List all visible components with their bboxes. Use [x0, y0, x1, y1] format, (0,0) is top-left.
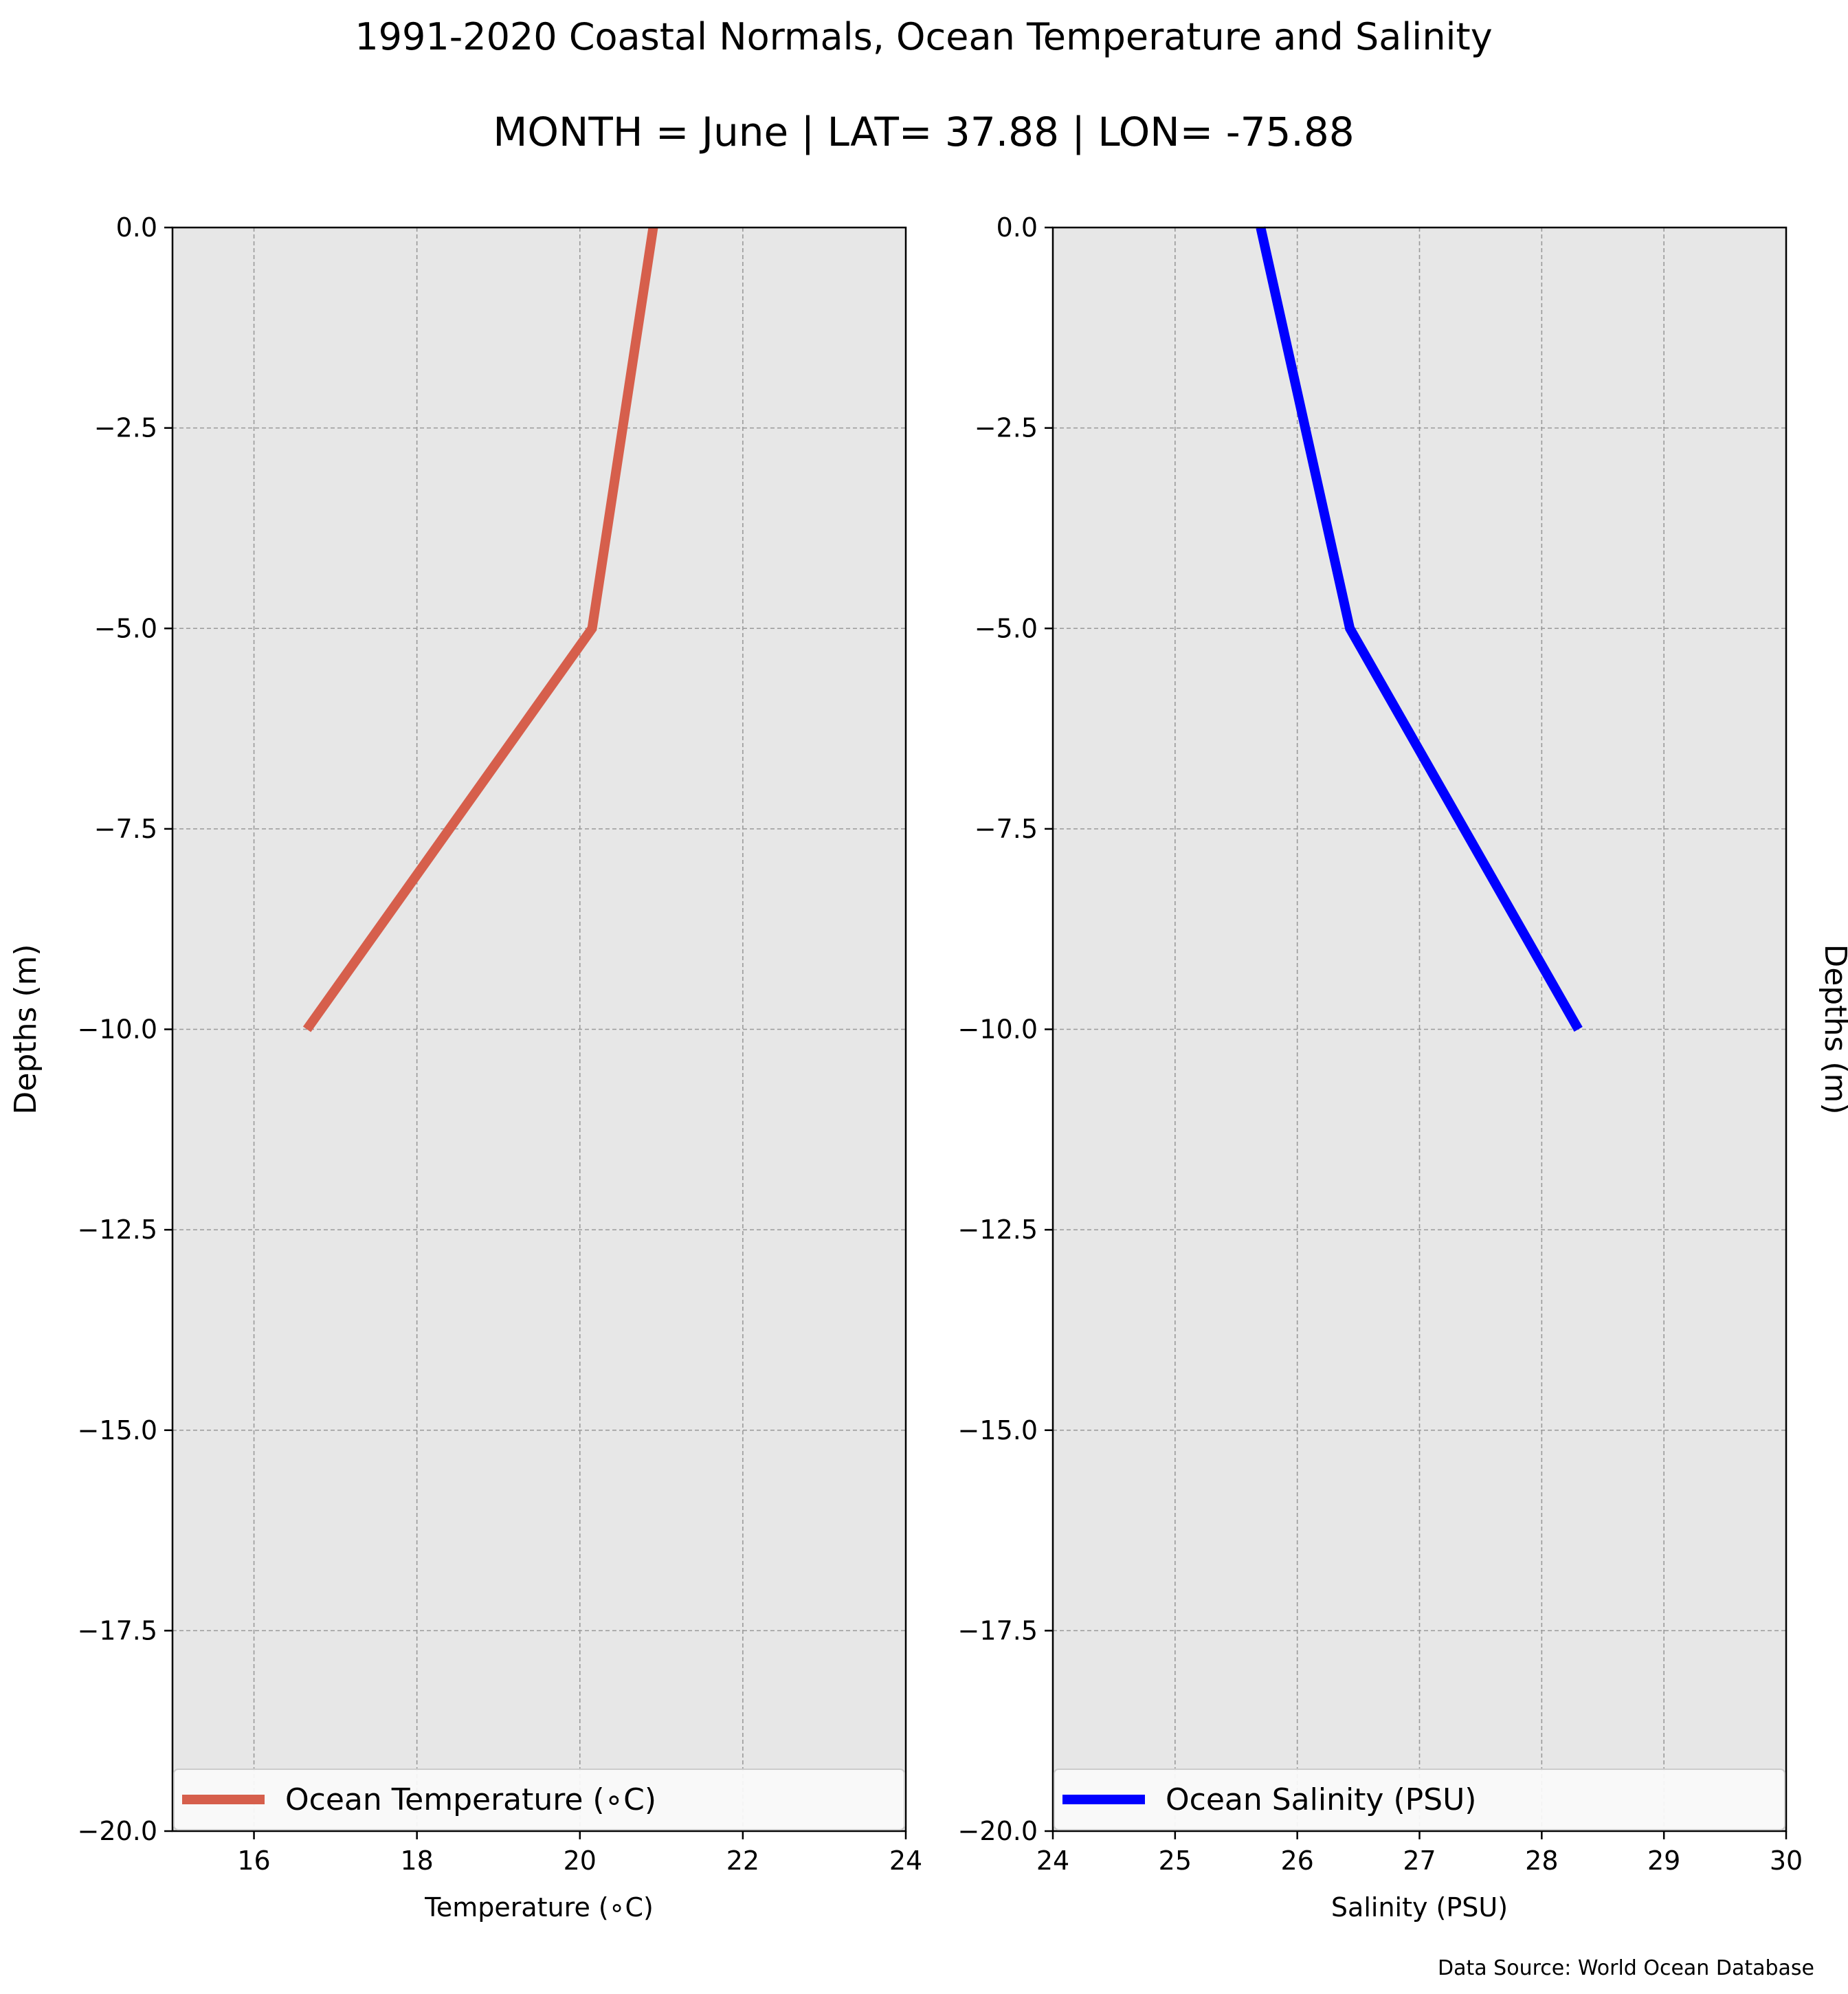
- temperature-x-tick-label: 20: [564, 1846, 597, 1876]
- salinity-series: [1256, 226, 1583, 1032]
- temperature-y-axis-label: Depths (m): [8, 944, 43, 1114]
- temperature-series-line: [302, 226, 658, 1032]
- temperature-legend-box: [173, 1769, 905, 1830]
- salinity-x-tick-label: 28: [1525, 1846, 1558, 1876]
- salinity-y-tick-label: −17.5: [958, 1615, 1038, 1646]
- temperature-y-tick-label: −2.5: [94, 413, 157, 443]
- salinity-y-tick-label: 0.0: [997, 212, 1038, 243]
- salinity-y-axis-label: Depths (m): [1818, 944, 1848, 1114]
- salinity-series-line: [1256, 226, 1583, 1032]
- salinity-x-tick-label: 26: [1280, 1846, 1313, 1876]
- temperature-x-tick-label: 16: [237, 1846, 270, 1876]
- temperature-y-tick-label: −7.5: [94, 814, 157, 844]
- salinity-legend: Ocean Salinity (PSU): [1054, 1769, 1785, 1830]
- chart-subtitle: MONTH = June | LAT= 37.88 | LON= -75.88: [493, 109, 1354, 155]
- temperature-x-tick-label: 18: [400, 1846, 433, 1876]
- salinity-grid: [1053, 228, 1786, 1831]
- salinity-y-tick-label: −2.5: [975, 413, 1038, 443]
- salinity-legend-box: [1054, 1769, 1785, 1830]
- salinity-legend-label: Ocean Salinity (PSU): [1166, 1782, 1476, 1817]
- salinity-x-tick-label: 25: [1159, 1846, 1192, 1876]
- temperature-x-axis-label: Temperature (∘C): [424, 1892, 654, 1923]
- salinity-y-tick-label: −12.5: [958, 1215, 1038, 1245]
- temperature-legend: Ocean Temperature (∘C): [173, 1769, 905, 1830]
- temperature-y-tick-label: −10.0: [78, 1015, 157, 1045]
- temperature-y-tick-label: −5.0: [94, 613, 157, 643]
- salinity-x-tick-label: 30: [1770, 1846, 1803, 1876]
- salinity-panel: 24 25 26 27 28 29 30 0.0 −2.5 −5.0 −7.5 −10.0 −12.5…: [958, 212, 1848, 1923]
- temperature-y-tick-label: 0.0: [116, 212, 157, 243]
- temperature-y-tick-label: −20.0: [78, 1816, 157, 1846]
- salinity-x-axis-label: Salinity (PSU): [1331, 1892, 1508, 1923]
- temperature-x-ticks: 16 18 20 22 24: [237, 1831, 922, 1876]
- salinity-x-tick-label: 24: [1036, 1846, 1069, 1876]
- salinity-x-ticks: 24 25 26 27 28 29 30: [1036, 1831, 1803, 1876]
- salinity-y-tick-label: −10.0: [958, 1015, 1038, 1045]
- salinity-y-tick-label: −15.0: [958, 1415, 1038, 1445]
- temperature-y-tick-label: −12.5: [78, 1215, 157, 1245]
- temperature-grid: [172, 228, 906, 1831]
- salinity-y-tick-label: −7.5: [975, 814, 1038, 844]
- source-note: Data Source: World Ocean Database: [1438, 1956, 1814, 1980]
- salinity-x-tick-label: 27: [1403, 1846, 1436, 1876]
- temperature-x-tick-label: 24: [889, 1846, 922, 1876]
- temperature-y-tick-label: −15.0: [78, 1415, 157, 1445]
- salinity-y-ticks: 0.0 −2.5 −5.0 −7.5 −10.0 −12.5 −15.0 −17.5 −20.0: [958, 212, 1053, 1846]
- temperature-x-tick-label: 22: [726, 1846, 759, 1876]
- temperature-legend-label: Ocean Temperature (∘C): [285, 1782, 656, 1817]
- salinity-x-tick-label: 29: [1647, 1846, 1680, 1876]
- temperature-y-ticks: 0.0 −2.5 −5.0 −7.5 −10.0 −12.5 −15.0 −17.5 −20.0: [78, 212, 172, 1846]
- salinity-y-tick-label: −20.0: [958, 1816, 1038, 1846]
- temperature-y-tick-label: −17.5: [78, 1615, 157, 1646]
- temperature-panel: 16 18 20 22 24 0.0 −2.5 −5.0 −7.5 −10.0 −12.5 −15.…: [8, 212, 922, 1923]
- chart-title: 1991-2020 Coastal Normals, Ocean Tempera…: [355, 15, 1492, 58]
- salinity-y-tick-label: −5.0: [975, 613, 1038, 643]
- temperature-series: [302, 226, 658, 1032]
